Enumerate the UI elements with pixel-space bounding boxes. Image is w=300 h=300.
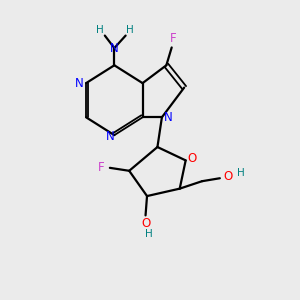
Text: N: N <box>110 42 119 55</box>
Text: O: O <box>141 217 150 230</box>
Text: H: H <box>237 168 245 178</box>
Text: H: H <box>97 25 104 35</box>
Text: N: N <box>106 130 114 143</box>
Text: N: N <box>75 76 84 90</box>
Text: N: N <box>164 111 172 124</box>
Text: O: O <box>224 170 233 183</box>
Text: H: H <box>126 25 134 35</box>
Text: H: H <box>145 229 153 239</box>
Text: F: F <box>98 161 105 174</box>
Text: O: O <box>188 152 197 165</box>
Text: F: F <box>170 32 176 45</box>
